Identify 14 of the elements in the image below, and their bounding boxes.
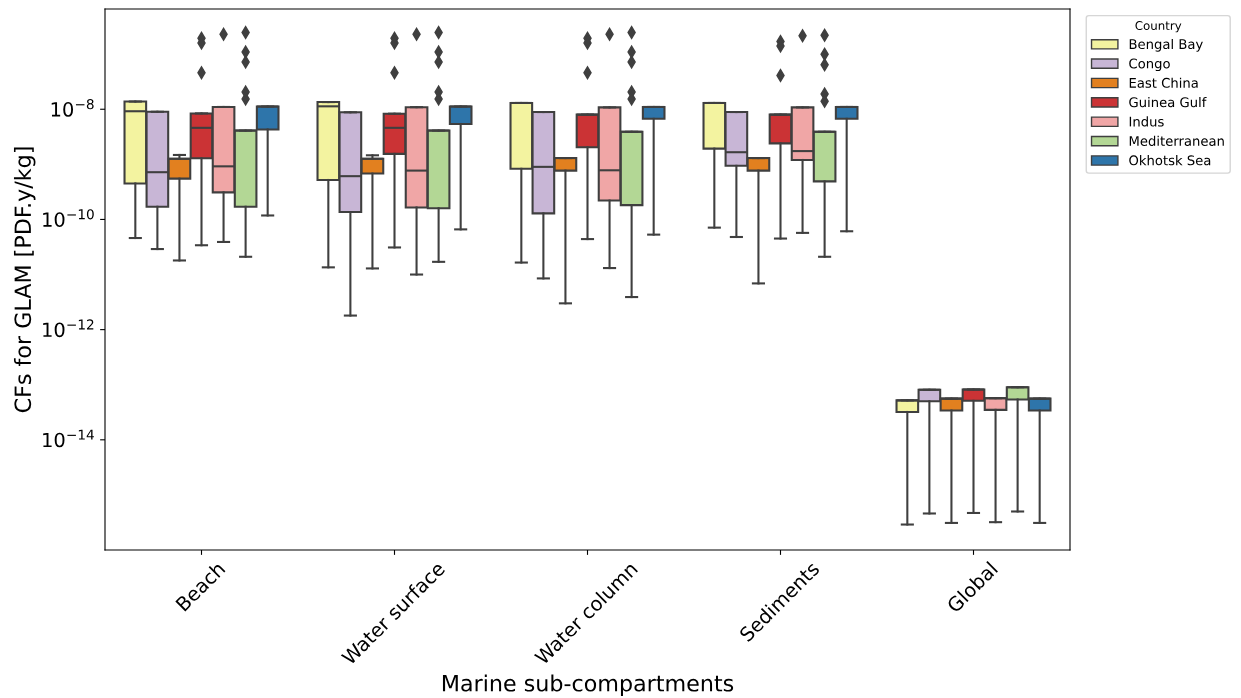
legend-label: Congo <box>1129 58 1170 72</box>
y-tick-label: 10$^{−12}$ <box>43 319 94 338</box>
y-tick-label: 10$^{−14}$ <box>43 429 94 448</box>
x-axis-title: Marine sub-compartments <box>442 674 734 696</box>
legend-label: Bengal Bay <box>1129 38 1203 52</box>
legend-label: Indus <box>1129 116 1164 127</box>
legend-label: Okhotsk Sea <box>1129 155 1211 166</box>
y-tick-label: 10$^{−8}$ <box>51 98 94 117</box>
y-axis-title: CFs for GLAM [PDF.y/kg] <box>13 147 36 413</box>
legend-label: East China <box>1129 77 1198 88</box>
legend-label: Mediterranean <box>1129 135 1224 146</box>
y-tick-label: 10$^{−10}$ <box>43 209 94 227</box>
legend-title: Country <box>1135 21 1182 33</box>
legend-label: Guinea Gulf <box>1129 97 1207 108</box>
